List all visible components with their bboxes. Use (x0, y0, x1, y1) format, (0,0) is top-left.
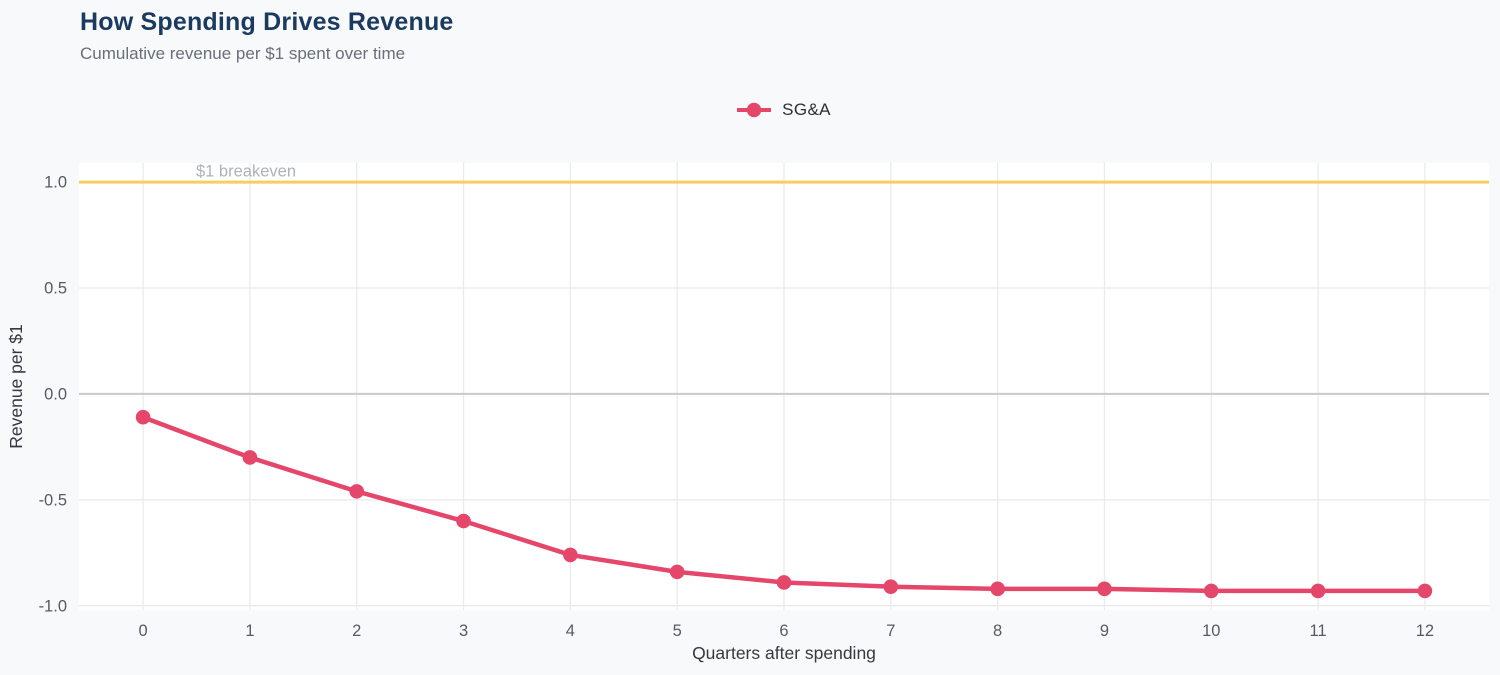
data-point[interactable] (990, 581, 1005, 597)
chart-header: How Spending Drives Revenue Cumulative r… (80, 8, 454, 64)
x-tick-label: 12 (1416, 622, 1434, 640)
x-tick-label: 2 (352, 622, 361, 640)
legend-item-sga[interactable]: SG&A (737, 100, 831, 120)
x-tick-label: 9 (1100, 622, 1109, 640)
data-point[interactable] (135, 409, 151, 425)
x-tick-label: 10 (1202, 622, 1220, 640)
data-point[interactable] (563, 547, 578, 563)
y-tick-label: 0.0 (44, 385, 67, 403)
data-point[interactable] (669, 564, 685, 580)
x-tick-label: 8 (993, 622, 1002, 640)
data-point[interactable] (456, 513, 471, 529)
data-point[interactable] (349, 484, 365, 499)
data-point[interactable] (1417, 583, 1433, 599)
data-point[interactable] (883, 579, 899, 594)
x-tick-label: 3 (459, 622, 468, 640)
data-point[interactable] (242, 450, 258, 465)
data-point[interactable] (1310, 583, 1326, 599)
y-tick-label: -1.0 (39, 597, 67, 615)
data-point[interactable] (776, 575, 792, 590)
page-title: How Spending Drives Revenue (80, 8, 454, 36)
legend: SG&A (79, 97, 1489, 123)
y-tick-label: 0.5 (44, 279, 67, 297)
x-tick-label: 7 (886, 622, 895, 640)
x-axis-title: Quarters after spending (692, 643, 876, 663)
x-tick-label: 6 (779, 622, 788, 640)
breakeven-label: $1 breakeven (196, 163, 296, 181)
x-tick-label: 0 (138, 622, 147, 640)
x-tick-label: 4 (566, 622, 575, 640)
legend-marker-icon (737, 102, 772, 118)
y-axis-title: Revenue per $1 (6, 324, 26, 449)
data-point[interactable] (1203, 583, 1219, 599)
page-subtitle: Cumulative revenue per $1 spent over tim… (80, 44, 406, 63)
x-tick-label: 5 (673, 622, 682, 640)
y-tick-label: -0.5 (39, 491, 67, 509)
legend-item-label: SG&A (782, 100, 831, 119)
data-point[interactable] (1097, 581, 1112, 597)
x-tick-label: 1 (245, 622, 254, 640)
x-tick-label: 11 (1310, 622, 1327, 640)
y-tick-label: 1.0 (44, 174, 67, 192)
